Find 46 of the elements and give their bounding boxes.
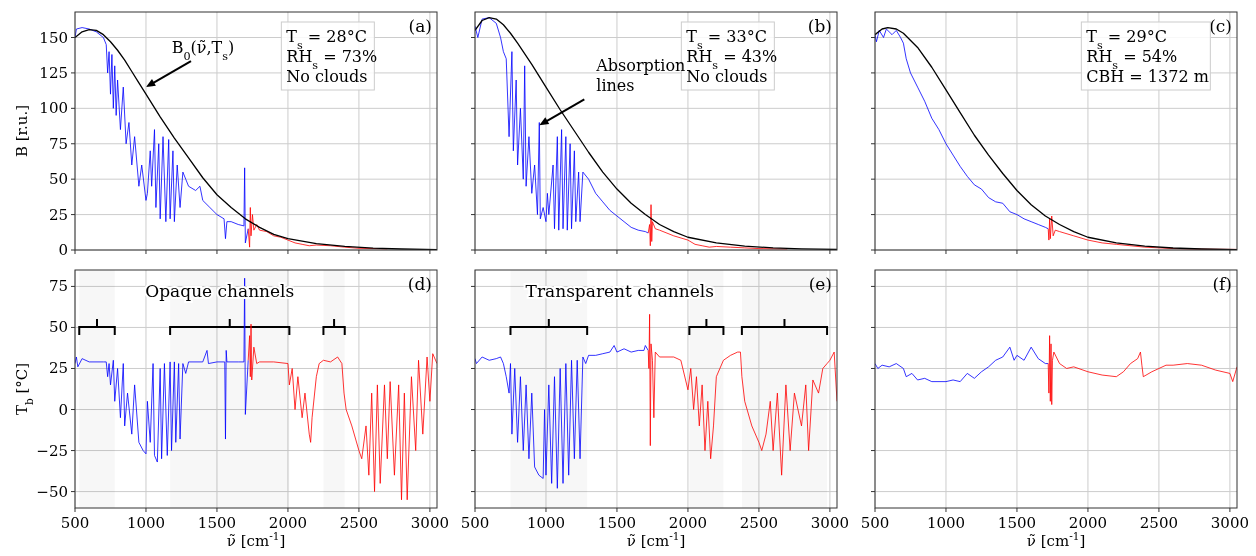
x-tick-label: 2500 — [1139, 514, 1179, 532]
y-tick-label: 0 — [58, 400, 68, 419]
annotation: Absorption lines — [595, 56, 686, 96]
y-tick-label: 25 — [48, 359, 68, 378]
x-tick-label: 1000 — [926, 514, 966, 532]
x-tick-label: 1500 — [997, 514, 1037, 532]
x-tick-label: 2000 — [268, 514, 308, 532]
x-tick-label: 3000 — [1210, 514, 1249, 532]
x-axis-title: ν̃ [cm$^{-1}$] — [1026, 530, 1086, 550]
x-tick-label: 500 — [860, 514, 890, 532]
annotation: (d) — [407, 274, 432, 294]
y-axis-title: B [r.u.] — [13, 104, 31, 158]
x-tick-label: 1500 — [597, 514, 637, 532]
x-tick-label: 3000 — [410, 514, 449, 532]
x-axis-title: ν̃ [cm$^{-1}$] — [626, 530, 686, 550]
x-tick-label: 2500 — [739, 514, 779, 532]
x-tick-label: 500 — [60, 514, 90, 532]
annotation: B$_{0}$(ν̃,T$_{s}$) — [171, 38, 235, 63]
x-tick-label: 1500 — [197, 514, 237, 532]
annotation: (c) — [1209, 16, 1232, 36]
y-tick-label: 100 — [39, 99, 68, 118]
x-axis-title: ν̃ [cm$^{-1}$] — [226, 530, 286, 550]
text: Transparent channels — [525, 281, 714, 301]
y-tick-label: 75 — [48, 277, 68, 296]
y-tick-label: −50 — [36, 482, 68, 501]
x-tick-label: 2500 — [339, 514, 379, 532]
y-tick-label: 75 — [48, 134, 68, 153]
y-tick-label: 50 — [48, 318, 68, 337]
x-tick-label: 2000 — [668, 514, 708, 532]
y-tick-label: 125 — [39, 63, 68, 82]
annotation: (e) — [808, 274, 832, 294]
annotation: (f) — [1212, 274, 1232, 294]
y-tick-label: 150 — [39, 28, 68, 47]
annotation: (a) — [408, 16, 432, 36]
y-tick-label: 50 — [48, 170, 68, 189]
x-tick-label: 1000 — [526, 514, 566, 532]
x-tick-label: 3000 — [810, 514, 849, 532]
y-tick-label: 25 — [48, 205, 68, 224]
x-tick-label: 1000 — [126, 514, 166, 532]
line-series — [75, 27, 249, 244]
y-tick-label: −25 — [36, 441, 68, 460]
x-tick-label: 2000 — [1068, 514, 1108, 532]
line-series — [247, 323, 437, 501]
annotation: (b) — [807, 16, 832, 36]
y-tick-label: 0 — [58, 241, 68, 259]
x-tick-label: 500 — [460, 514, 490, 532]
